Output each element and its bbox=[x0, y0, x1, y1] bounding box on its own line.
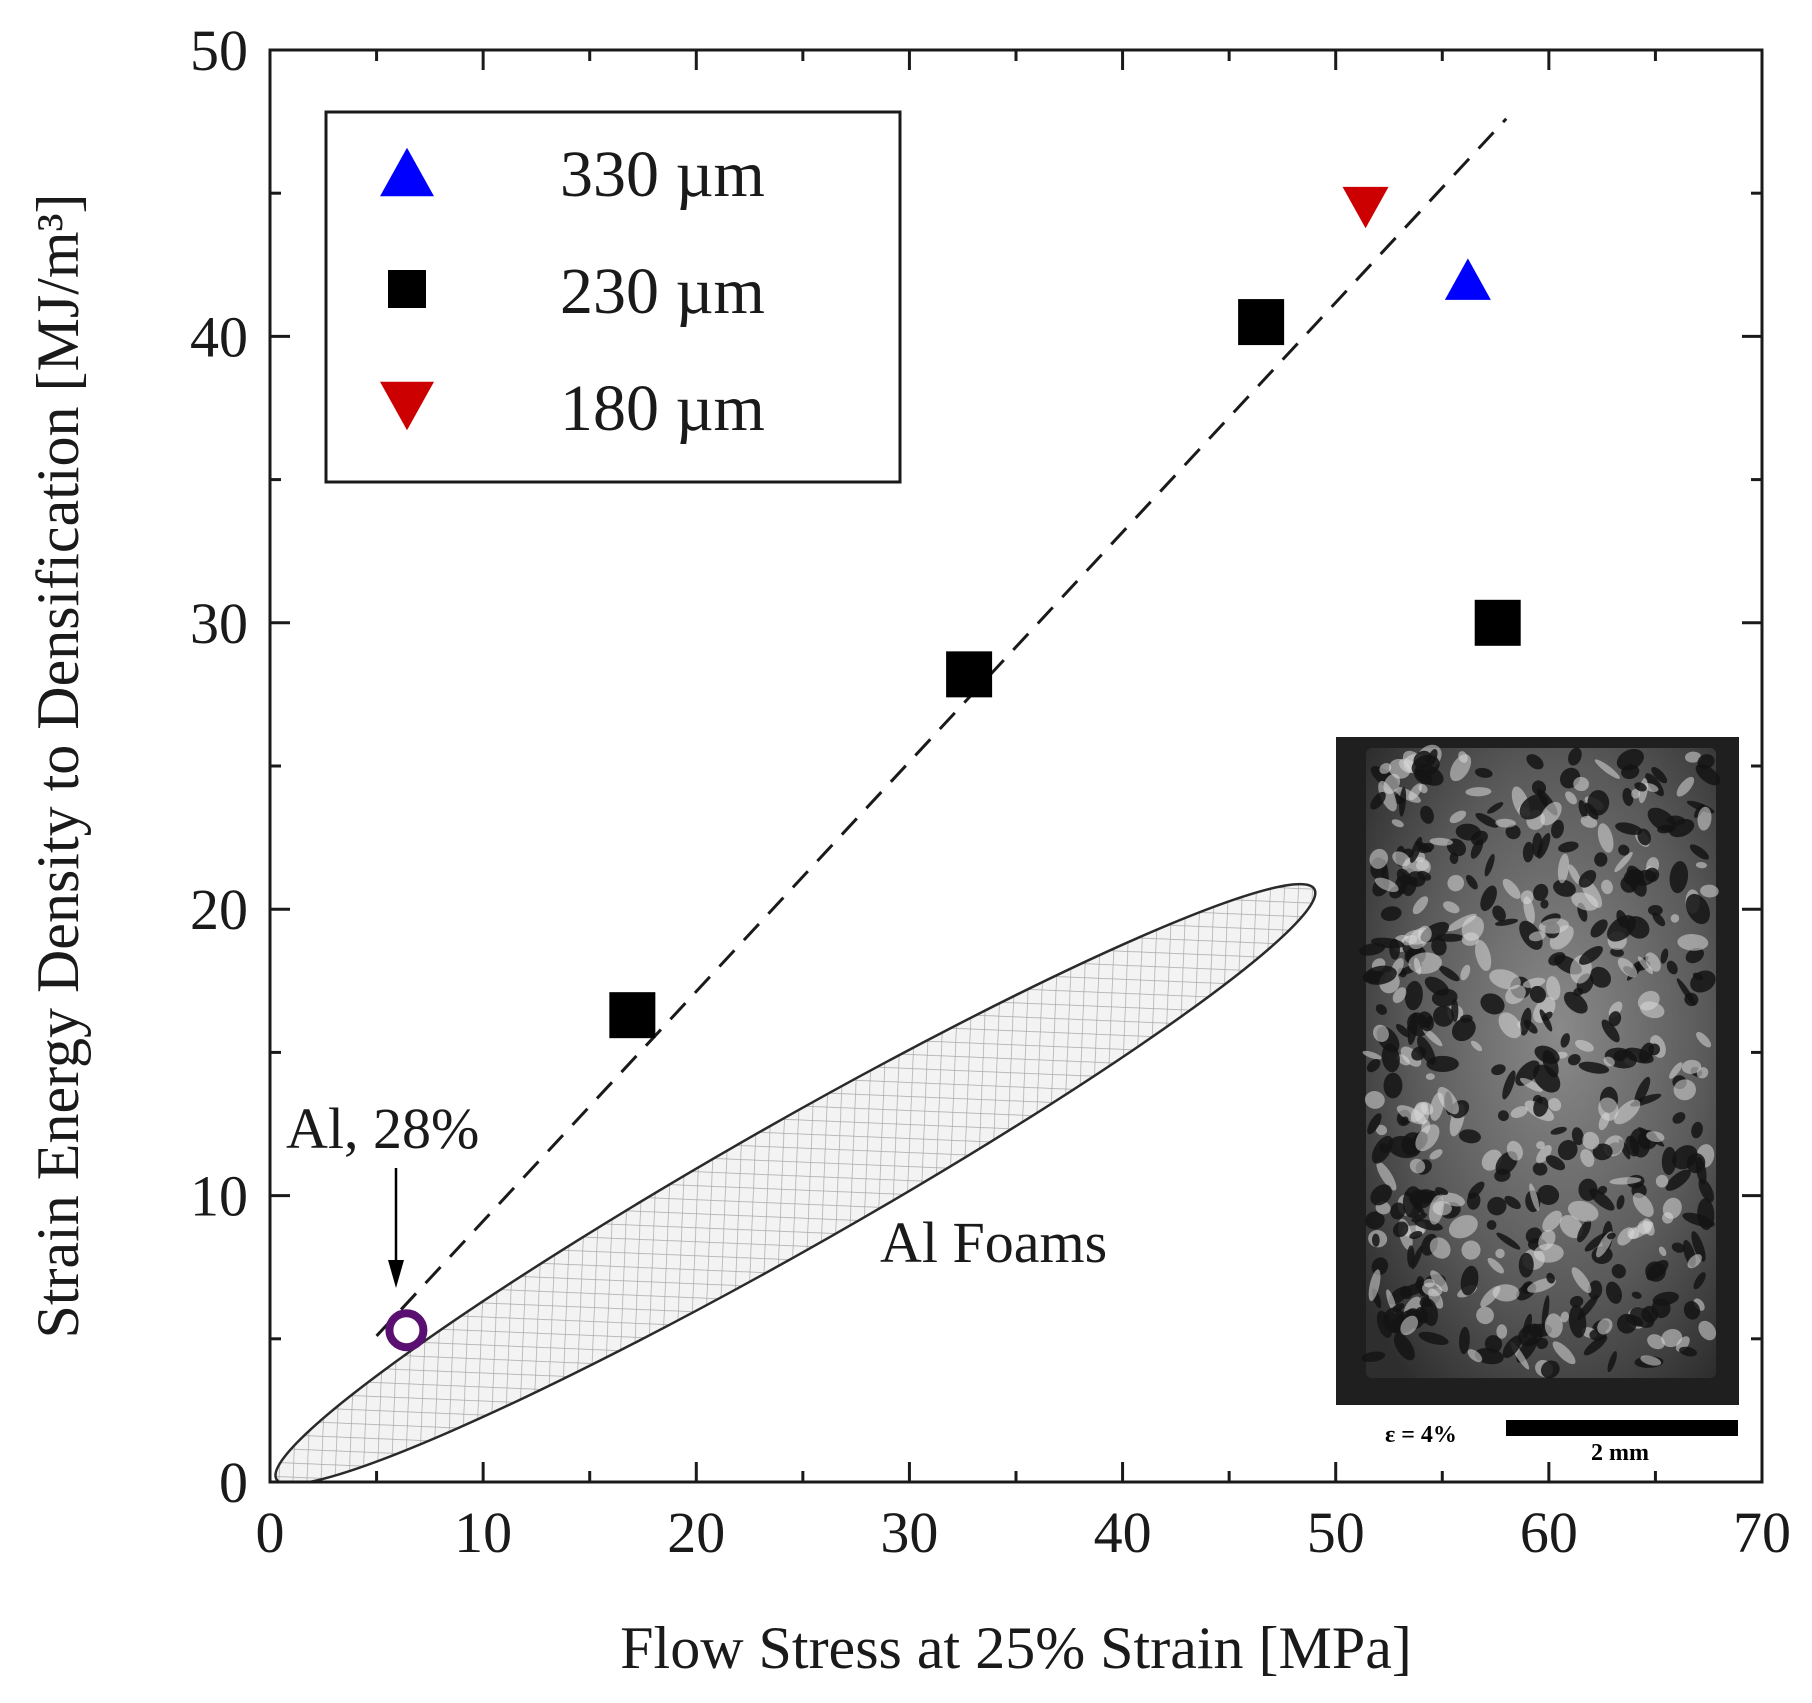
x-tick-label: 60 bbox=[1520, 1500, 1578, 1565]
y-tick-label: 20 bbox=[190, 877, 248, 942]
y-tick-label: 30 bbox=[190, 591, 248, 656]
legend-marker bbox=[380, 381, 434, 431]
legend-marker bbox=[388, 270, 426, 308]
legend-label: 230 µm bbox=[560, 255, 765, 328]
y-axis-title: Strain Energy Density to Densification [… bbox=[25, 193, 91, 1338]
foam-pore-texture bbox=[1359, 744, 1721, 1379]
data-point bbox=[1342, 186, 1389, 229]
al-foams-ellipse bbox=[274, 882, 1317, 1482]
reference-arrow bbox=[388, 1168, 404, 1288]
inset-photo: ε = 4% 2 mm bbox=[1336, 737, 1739, 1466]
al-foams-region bbox=[274, 882, 1317, 1482]
y-tick-label: 10 bbox=[190, 1164, 248, 1229]
data-point bbox=[609, 992, 656, 1039]
trend-line bbox=[375, 117, 1508, 1337]
plot-frame bbox=[268, 48, 1764, 1484]
y-tick-label: 40 bbox=[190, 304, 248, 369]
region-label: Al Foams bbox=[880, 1210, 1107, 1275]
legend-label: 180 µm bbox=[560, 372, 765, 445]
x-axis-title: Flow Stress at 25% Strain [MPa] bbox=[620, 1615, 1412, 1681]
data-point bbox=[1238, 299, 1285, 346]
data-points bbox=[385, 186, 1521, 1352]
data-point bbox=[1474, 599, 1521, 646]
inset-strain-caption: ε = 4% bbox=[1385, 1422, 1457, 1448]
y-tick-label: 50 bbox=[190, 18, 248, 83]
x-tick-label: 10 bbox=[454, 1500, 512, 1565]
x-tick-label: 20 bbox=[667, 1500, 725, 1565]
reference-point bbox=[385, 1309, 428, 1352]
data-point bbox=[946, 651, 993, 698]
x-tick-label: 30 bbox=[880, 1500, 938, 1565]
axis-ticks bbox=[268, 48, 1764, 1484]
x-tick-label: 40 bbox=[1094, 1500, 1152, 1565]
legend: 330 µm 230 µm 180 µm bbox=[324, 110, 902, 484]
reference-point-label: Al, 28% bbox=[286, 1096, 479, 1161]
x-tick-label: 50 bbox=[1307, 1500, 1365, 1565]
data-point bbox=[1444, 258, 1491, 300]
tick-labels: 0 10 20 30 40 50 60 70 0 10 20 30 40 50 bbox=[190, 18, 1791, 1565]
y-tick-label: 0 bbox=[219, 1450, 248, 1515]
scale-bar-label: 2 mm bbox=[1591, 1440, 1649, 1466]
legend-label: 330 µm bbox=[560, 138, 765, 211]
x-tick-label: 0 bbox=[256, 1500, 285, 1565]
x-tick-label: 70 bbox=[1733, 1500, 1791, 1565]
dashed-trend-line bbox=[375, 117, 1508, 1337]
legend-marker bbox=[380, 147, 434, 197]
